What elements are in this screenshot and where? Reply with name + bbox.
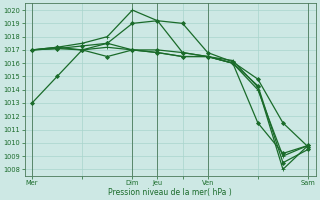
X-axis label: Pression niveau de la mer( hPa ): Pression niveau de la mer( hPa ): [108, 188, 232, 197]
